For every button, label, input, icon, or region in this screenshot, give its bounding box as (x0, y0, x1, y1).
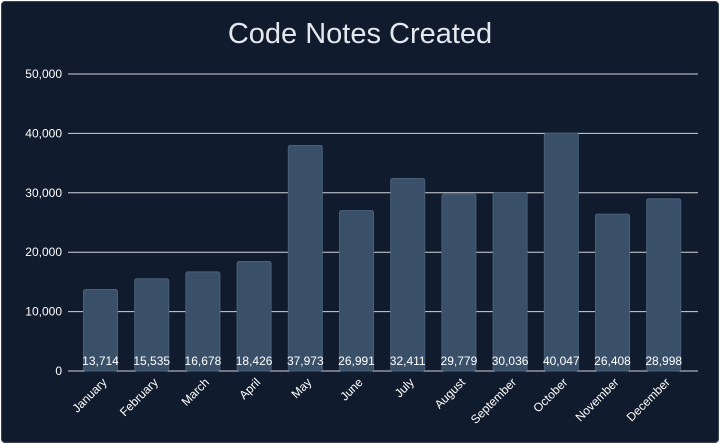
data-label: 30,036 (492, 354, 529, 368)
x-tick-label: March (179, 375, 212, 408)
data-label: 28,998 (645, 354, 682, 368)
x-tick-label: June (337, 375, 366, 404)
data-label: 37,973 (287, 354, 324, 368)
y-tick-label: 20,000 (25, 245, 62, 259)
x-tick-label: July (392, 375, 417, 400)
x-tick-label: February (117, 375, 161, 419)
x-tick-label: August (432, 375, 469, 412)
data-label: 13,714 (82, 354, 119, 368)
bar-march[interactable] (185, 271, 221, 372)
y-tick-label: 0 (55, 364, 62, 378)
x-tick-label: May (288, 375, 314, 401)
data-label: 15,535 (133, 354, 170, 368)
x-tick-label: October (530, 375, 570, 415)
bar-august[interactable] (441, 193, 477, 372)
data-label: 29,779 (441, 354, 478, 368)
data-label: 16,678 (185, 354, 222, 368)
x-tick-label: December (624, 375, 673, 424)
data-label: 32,411 (390, 354, 426, 368)
bar-october[interactable] (543, 132, 579, 372)
y-tick-label: 40,000 (25, 126, 62, 140)
bar-may[interactable] (287, 144, 323, 372)
bar-november[interactable] (595, 213, 630, 372)
bar-december[interactable] (646, 198, 682, 372)
bar-june[interactable] (339, 210, 374, 372)
x-tick-label: November (573, 375, 622, 424)
bar-january[interactable] (83, 289, 118, 372)
y-tick-label: 50,000 (25, 67, 62, 81)
y-tick-label: 10,000 (25, 305, 62, 319)
data-label: 26,991 (338, 354, 375, 368)
data-label: 18,426 (236, 354, 273, 368)
data-label: 26,408 (594, 354, 631, 368)
x-tick-label: April (236, 375, 263, 402)
x-tick-label: January (70, 375, 110, 415)
x-tick-label: September (468, 375, 519, 426)
bar-february[interactable] (134, 278, 170, 372)
bar-april[interactable] (236, 261, 272, 372)
bar-july[interactable] (390, 177, 426, 372)
chart-title: Code Notes Created (227, 18, 493, 50)
y-tick-label: 30,000 (25, 186, 62, 200)
data-label: 40,047 (543, 354, 580, 368)
bar-september[interactable] (492, 192, 528, 372)
